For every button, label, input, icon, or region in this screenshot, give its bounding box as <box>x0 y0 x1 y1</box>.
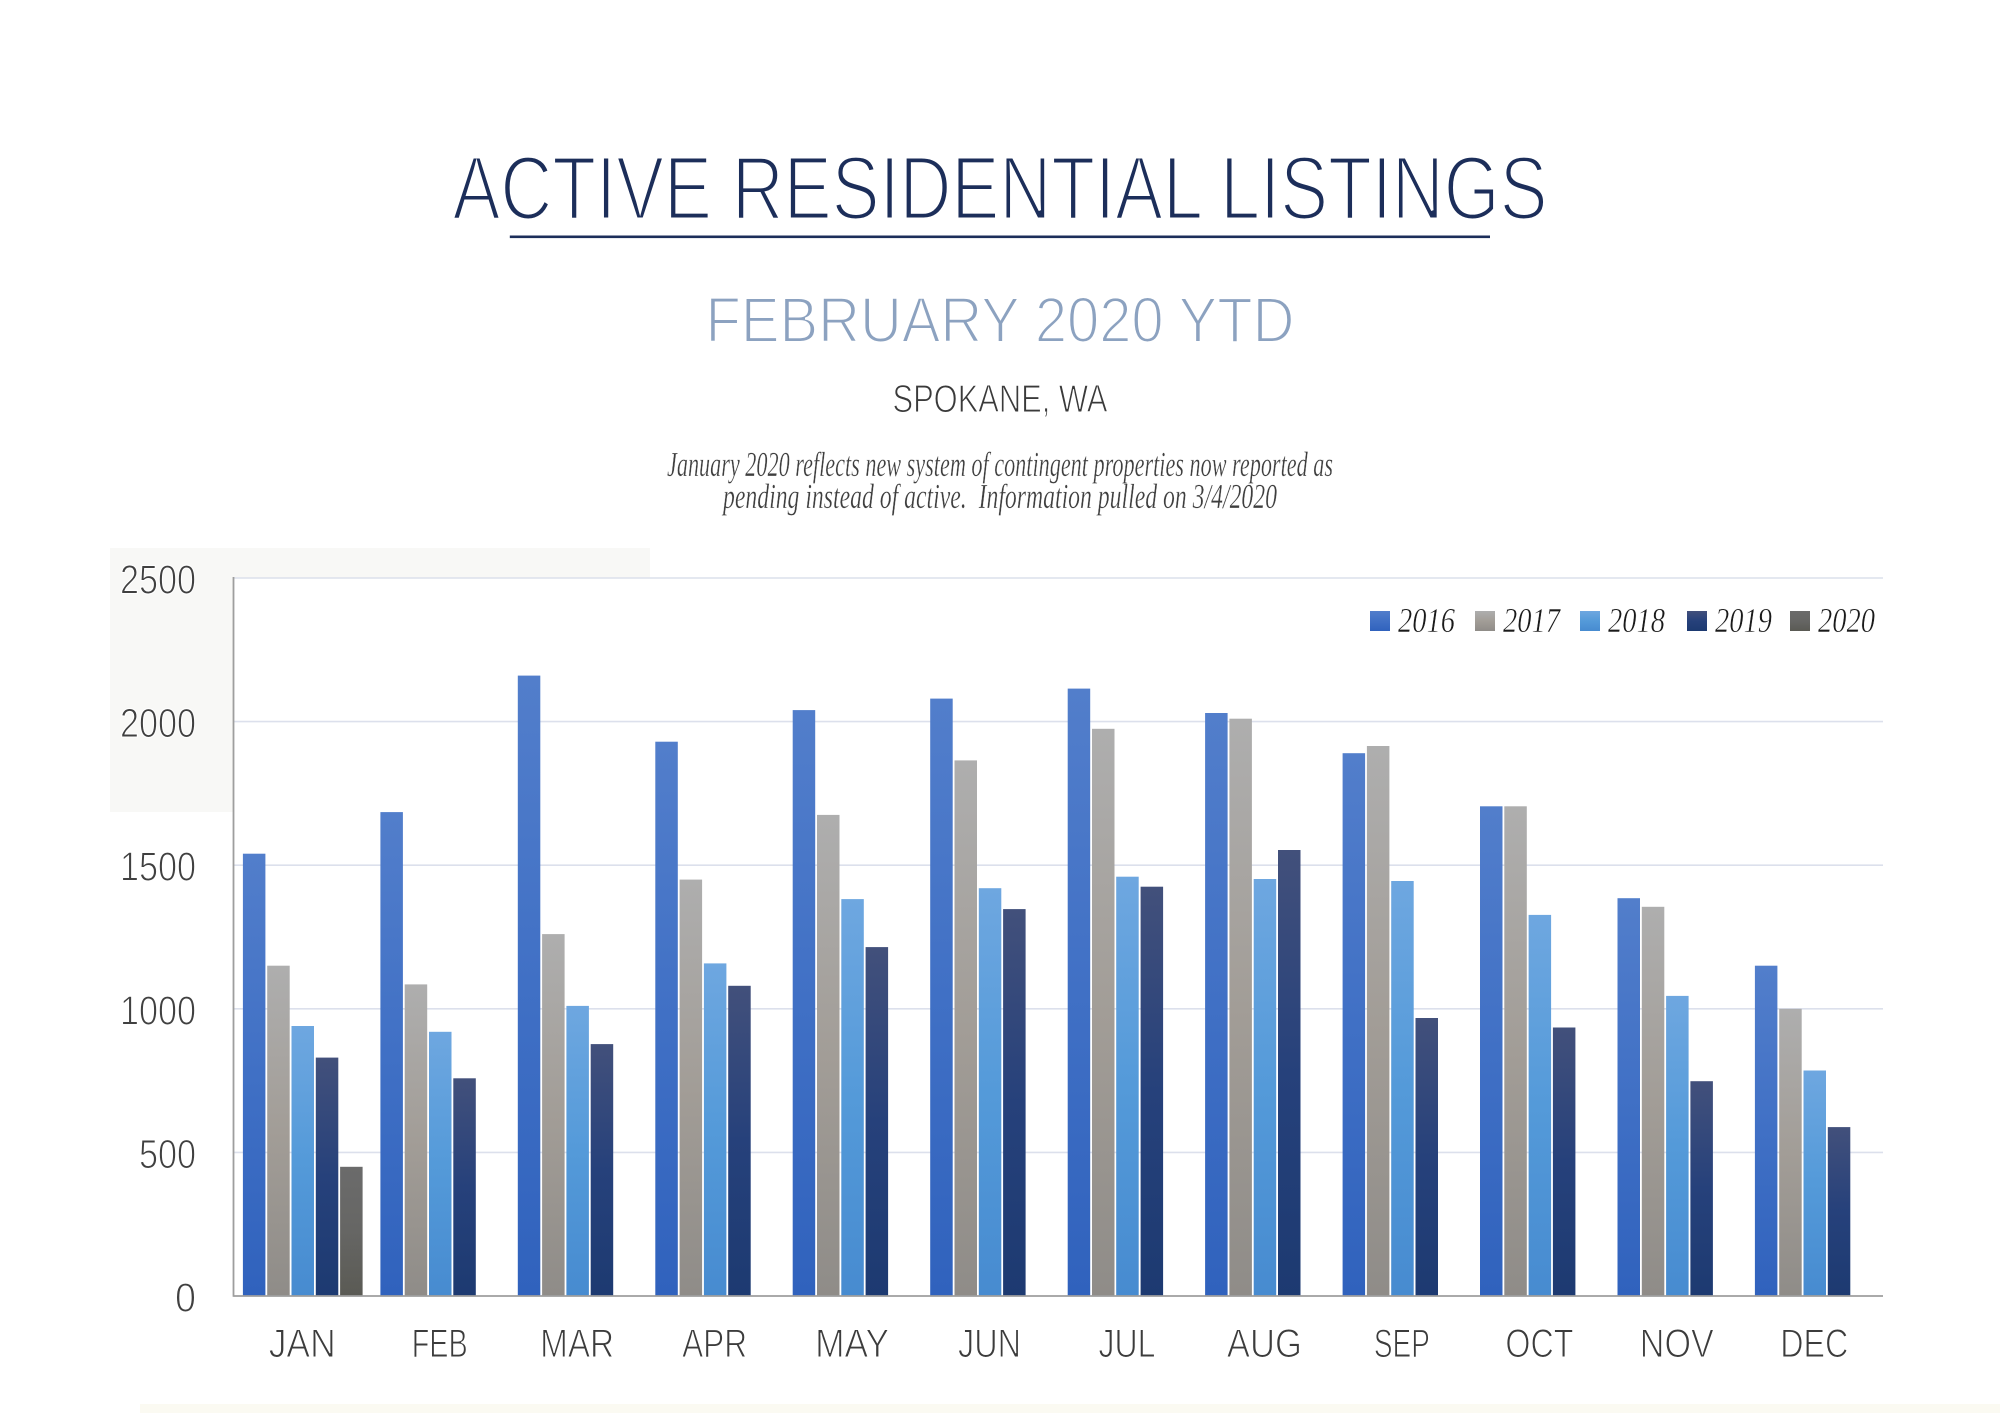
svg-text:AUG: AUG <box>1227 1322 1302 1366</box>
svg-text:FEB: FEB <box>412 1322 468 1366</box>
svg-text:APR: APR <box>682 1322 747 1366</box>
svg-text:JUN: JUN <box>958 1322 1021 1366</box>
svg-text:January 2020 reflects new syst: January 2020 reflects new system of cont… <box>667 445 1333 484</box>
svg-text:2019: 2019 <box>1715 601 1772 640</box>
svg-text:JUL: JUL <box>1099 1322 1156 1366</box>
svg-text:SEP: SEP <box>1374 1322 1430 1366</box>
svg-text:500: 500 <box>139 1131 196 1177</box>
svg-text:2016: 2016 <box>1398 601 1455 640</box>
svg-text:ACTIVE RESIDENTIAL LISTINGS: ACTIVE RESIDENTIAL LISTINGS <box>453 139 1548 239</box>
svg-text:OCT: OCT <box>1505 1322 1573 1366</box>
svg-text:2017: 2017 <box>1503 601 1561 640</box>
svg-text:NOV: NOV <box>1640 1322 1714 1366</box>
svg-text:0: 0 <box>175 1275 196 1321</box>
svg-text:MAY: MAY <box>815 1322 889 1366</box>
svg-text:pending instead of active. In: pending instead of active. Information p… <box>721 477 1277 516</box>
svg-text:SPOKANE, WA: SPOKANE, WA <box>893 378 1108 421</box>
svg-text:JAN: JAN <box>269 1322 336 1366</box>
svg-text:2018: 2018 <box>1608 601 1665 640</box>
svg-text:FEBRUARY 2020 YTD: FEBRUARY 2020 YTD <box>706 284 1295 356</box>
svg-text:2000: 2000 <box>120 700 196 746</box>
svg-text:1000: 1000 <box>120 987 196 1033</box>
svg-text:MAR: MAR <box>540 1322 614 1366</box>
svg-text:2500: 2500 <box>120 557 196 603</box>
svg-text:1500: 1500 <box>120 844 196 890</box>
svg-text:2020: 2020 <box>1818 601 1875 640</box>
svg-text:DEC: DEC <box>1780 1322 1848 1366</box>
